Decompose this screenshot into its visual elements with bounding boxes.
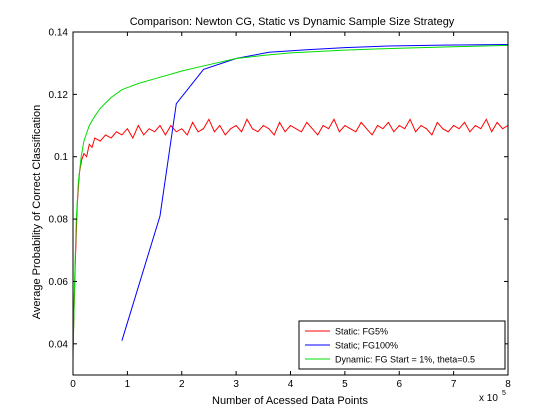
plot-area [73, 32, 508, 375]
legend-box [298, 320, 506, 370]
y-tick-label: 0.04 [49, 339, 69, 350]
series-line-0 [72, 118, 509, 351]
plot-background [73, 32, 508, 375]
x-tick-label: 3 [233, 379, 239, 390]
x-tick-label: 0 [70, 379, 76, 390]
x-tick-label: 8 [505, 379, 511, 390]
legend-label-dynamic: Dynamic: FG Start = 1%, theta=0.5 [335, 355, 475, 365]
y-axis-label: Average Probability of Correct Classific… [31, 105, 43, 319]
x-tick-label: 1 [125, 379, 131, 390]
x-tick-label: 4 [288, 379, 294, 390]
y-tick-label: 0.08 [49, 215, 69, 226]
series-layer [72, 44, 509, 360]
legend-label-static-fg100: Static; FG100% [335, 341, 398, 351]
series-line-1 [121, 44, 509, 341]
x-axis-label: Number of Acessed Data Points [212, 395, 368, 407]
y-tick-label: 0.06 [49, 277, 69, 288]
series-line-2 [72, 44, 509, 360]
x-multiplier-exponent: 5 [502, 390, 506, 397]
x-tick-label: 2 [179, 379, 185, 390]
y-tick-label: 0.12 [49, 90, 69, 101]
x-tick-label: 7 [451, 379, 457, 390]
legend-label-static-fg5: Static: FG5% [335, 327, 388, 337]
chart-title: Comparison: Newton CG, Static vs Dynamic… [130, 16, 455, 28]
y-tick-label: 0.1 [54, 152, 68, 163]
axes-layer: 0 1 2 3 4 5 6 7 8 0.04 0.06 0.08 0.1 0.12 0.14 [49, 28, 512, 391]
legend: Static: FG5% Static; FG100% Dynamic: FG … [298, 320, 506, 370]
y-tick-label: 0.14 [49, 28, 69, 39]
x-tick-label: 5 [342, 379, 348, 390]
x-multiplier-label: x 10 [479, 393, 498, 404]
x-tick-label: 6 [396, 379, 402, 390]
